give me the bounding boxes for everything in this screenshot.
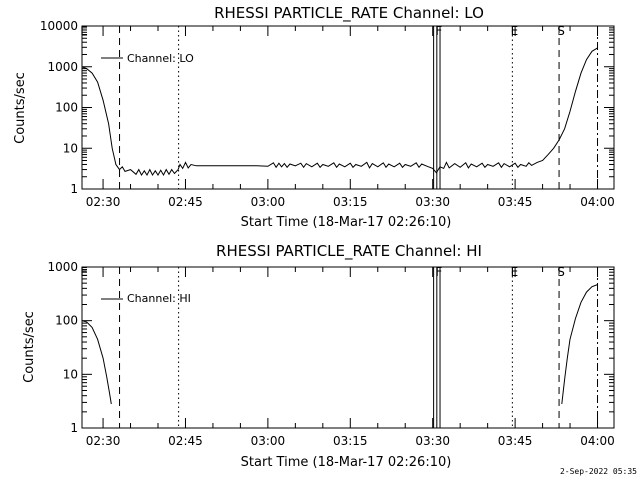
x-tick-label-lo: 04:00 bbox=[580, 195, 615, 209]
event-marker-E-hi: E bbox=[511, 265, 519, 279]
x-axis-label-lo: Start Time (18-Mar-17 02:26:10) bbox=[241, 215, 452, 230]
y-tick-label-lo: 10 bbox=[63, 141, 78, 155]
event-marker-E-hi: E bbox=[80, 265, 88, 279]
x-tick-label-hi: 03:15 bbox=[333, 434, 368, 448]
x-tick-label-hi: 03:30 bbox=[415, 434, 450, 448]
y-tick-label-lo: 10000 bbox=[40, 19, 78, 33]
event-marker-S-hi: S bbox=[557, 265, 565, 279]
x-tick-label-hi: 03:45 bbox=[498, 434, 533, 448]
event-marker-E-lo: E bbox=[511, 24, 519, 38]
event-marker-E-lo: E bbox=[80, 24, 88, 38]
x-tick-label-lo: 03:00 bbox=[251, 195, 286, 209]
y-tick-label-hi: 1000 bbox=[47, 260, 78, 274]
legend-label-lo: Channel: LO bbox=[127, 52, 194, 65]
footer-timestamp: 2-Sep-2022 05:35 bbox=[560, 467, 637, 476]
x-tick-label-lo: 03:15 bbox=[333, 195, 368, 209]
x-tick-label-hi: 04:00 bbox=[580, 434, 615, 448]
series-line-lo bbox=[81, 47, 598, 177]
x-tick-label-hi: 03:00 bbox=[251, 434, 286, 448]
y-tick-label-lo: 100 bbox=[55, 101, 78, 115]
chart-title-lo: RHESSI PARTICLE_RATE Channel: LO bbox=[214, 4, 484, 23]
y-tick-label-hi: 10 bbox=[63, 367, 78, 381]
series-line-hi bbox=[561, 284, 598, 405]
y-tick-label-lo: 1 bbox=[70, 182, 78, 196]
x-tick-label-hi: 02:45 bbox=[168, 434, 203, 448]
y-tick-label-hi: 1 bbox=[70, 421, 78, 435]
y-tick-label-lo: 1000 bbox=[47, 60, 78, 74]
x-tick-label-hi: 02:30 bbox=[86, 434, 121, 448]
chart-title-hi: RHESSI PARTICLE_RATE Channel: HI bbox=[216, 242, 482, 261]
event-marker-F-lo: F bbox=[435, 24, 442, 38]
x-tick-label-lo: 03:45 bbox=[498, 195, 533, 209]
x-tick-label-lo: 03:30 bbox=[415, 195, 450, 209]
event-marker-S-lo: S bbox=[557, 24, 565, 38]
x-tick-label-lo: 02:45 bbox=[168, 195, 203, 209]
y-axis-label-lo: Counts/sec bbox=[13, 72, 28, 144]
event-marker-F-hi: F bbox=[435, 265, 442, 279]
x-tick-label-lo: 02:30 bbox=[86, 195, 121, 209]
series-line-hi bbox=[81, 320, 112, 405]
legend-label-hi: Channel: HI bbox=[127, 292, 191, 305]
y-axis-label-hi: Counts/sec bbox=[22, 311, 37, 383]
y-tick-label-hi: 100 bbox=[55, 314, 78, 328]
x-axis-label-hi: Start Time (18-Mar-17 02:26:10) bbox=[241, 455, 452, 470]
